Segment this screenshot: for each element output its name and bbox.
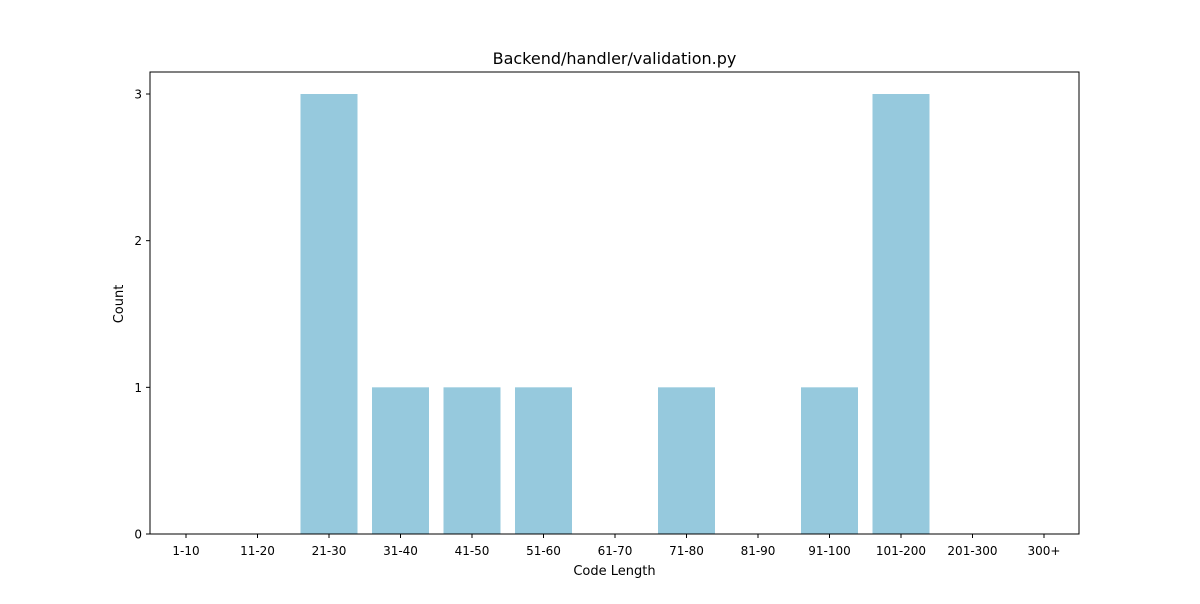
x-tick-label: 51-60 bbox=[526, 544, 561, 558]
x-tick-label: 71-80 bbox=[669, 544, 704, 558]
x-tick-label: 61-70 bbox=[598, 544, 633, 558]
x-tick-label: 21-30 bbox=[312, 544, 347, 558]
x-tick-label: 91-100 bbox=[808, 544, 851, 558]
bar-51-60 bbox=[515, 387, 572, 534]
x-tick-label: 101-200 bbox=[876, 544, 926, 558]
x-tick-label: 300+ bbox=[1028, 544, 1061, 558]
x-tick-label: 81-90 bbox=[741, 544, 776, 558]
x-tick-label: 201-300 bbox=[947, 544, 997, 558]
bar-101-200 bbox=[872, 94, 930, 534]
x-tick-label: 31-40 bbox=[383, 544, 418, 558]
bar-31-40 bbox=[372, 387, 429, 534]
y-ticks-group: 0 1 2 3 bbox=[134, 88, 150, 542]
x-axis-label: Code Length bbox=[573, 564, 655, 579]
x-tick-label: 11-20 bbox=[240, 544, 275, 558]
bar-21-30 bbox=[300, 94, 358, 534]
bars-group bbox=[300, 94, 930, 534]
x-tick-label: 41-50 bbox=[455, 544, 490, 558]
y-axis-label: Count bbox=[112, 285, 127, 324]
plot-frame bbox=[149, 71, 1080, 535]
y-tick-label: 2 bbox=[134, 234, 142, 248]
y-tick-label: 0 bbox=[134, 528, 142, 542]
x-ticks-group: 1-10 11-20 21-30 31-40 41-50 51-60 61-70 71-80 8… bbox=[172, 534, 1060, 558]
bar-41-50 bbox=[443, 387, 501, 534]
bar-91-100 bbox=[801, 387, 858, 534]
y-tick-label: 1 bbox=[134, 381, 142, 395]
chart-title: Backend/handler/validation.py bbox=[493, 49, 737, 68]
x-tick-label: 1-10 bbox=[172, 544, 199, 558]
y-tick-label: 3 bbox=[134, 88, 142, 102]
bar-71-80 bbox=[658, 387, 715, 534]
